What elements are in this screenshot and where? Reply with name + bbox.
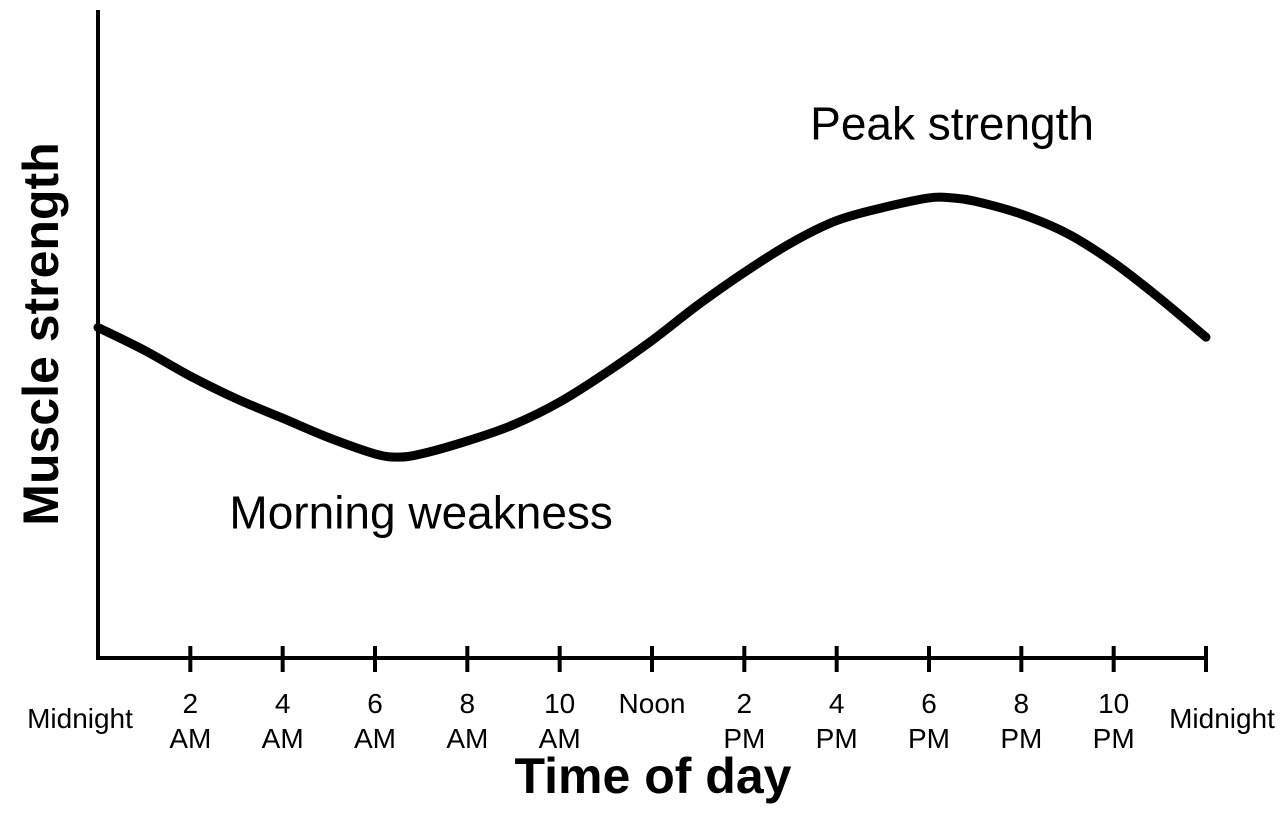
series-line	[93, 192, 1211, 462]
x-axis-ticks	[188, 646, 1208, 672]
x-tick-label: 6 AM	[354, 688, 396, 754]
x-tick-label: 10 AM	[539, 688, 581, 754]
x-tick-label: 8 AM	[446, 688, 488, 754]
x-tick-label: Midnight	[27, 703, 133, 734]
x-axis-tick-labels: Midnight 2 AM 4 AM 6 AM 8 AM 10 AM Noon 2 PM 4 PM 6 PM 8 PM…	[27, 688, 1275, 754]
x-tick-label: 6 PM	[908, 688, 950, 754]
x-tick-label: 2 PM	[723, 688, 765, 754]
y-axis-title: Muscle strength	[13, 142, 69, 525]
x-tick-label: 10 PM	[1093, 688, 1135, 754]
x-tick-label: 4 AM	[262, 688, 304, 754]
annotation-morning-weakness: Morning weakness	[229, 486, 613, 538]
x-tick-label: Midnight	[1169, 703, 1275, 734]
x-tick-label: Noon	[619, 688, 686, 719]
x-tick-label: 8 PM	[1000, 688, 1042, 754]
x-tick-label: 2 AM	[169, 688, 211, 754]
x-axis-title: Time of day	[515, 748, 792, 804]
annotation-peak-strength: Peak strength	[810, 98, 1094, 150]
x-tick-label: 4 PM	[816, 688, 858, 754]
